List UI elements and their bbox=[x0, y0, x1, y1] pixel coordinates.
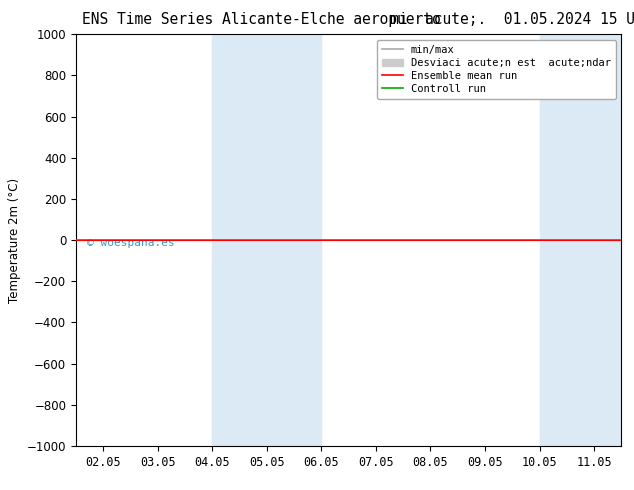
Legend: min/max, Desviaci acute;n est  acute;ndar, Ensemble mean run, Controll run: min/max, Desviaci acute;n est acute;ndar… bbox=[377, 40, 616, 99]
Text: ENS Time Series Alicante-Elche aeropuerto: ENS Time Series Alicante-Elche aeropuert… bbox=[82, 12, 441, 27]
Bar bbox=[212, 34, 321, 446]
Bar bbox=[540, 34, 634, 446]
Text: © woespana.es: © woespana.es bbox=[87, 238, 175, 248]
Y-axis label: Temperature 2m (°C): Temperature 2m (°C) bbox=[8, 177, 22, 303]
Text: mi  acute;.  01.05.2024 15 UTC: mi acute;. 01.05.2024 15 UTC bbox=[390, 12, 634, 27]
